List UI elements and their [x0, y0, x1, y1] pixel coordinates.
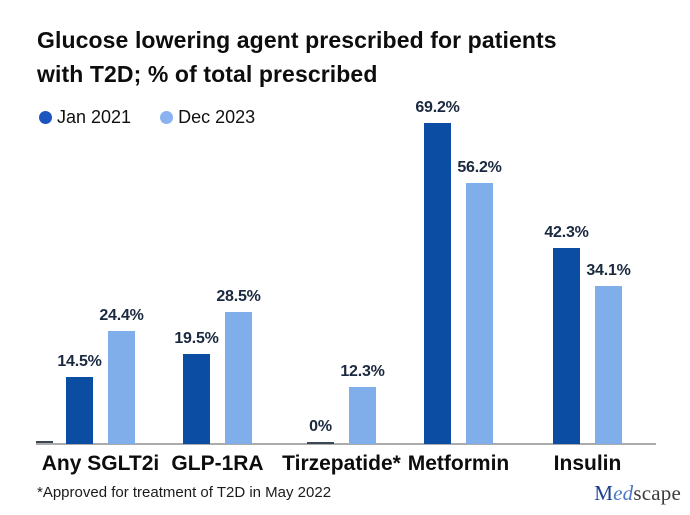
bar-metformin-dec-2023 [466, 183, 493, 444]
category-label-any-sglt2i: Any SGLT2i [41, 452, 160, 475]
value-label-insulin-dec-2023: 34.1% [586, 262, 631, 279]
bar-glp-1ra-dec-2023 [225, 312, 252, 444]
category-label-insulin: Insulin [553, 452, 622, 475]
category-label-tirzepatide: Tirzepatide* [282, 452, 401, 475]
value-label-metformin-jan-2021: 69.2% [415, 99, 460, 116]
bar-tirzepatide-jan-2021 [307, 442, 334, 444]
x-axis-stub [36, 441, 53, 444]
value-label-tirzepatide-dec-2023: 12.3% [340, 363, 385, 380]
value-label-any-sglt2i-dec-2023: 24.4% [99, 307, 144, 324]
legend-label-jan-2021: Jan 2021 [57, 107, 132, 127]
footnote: *Approved for treatment of T2D in May 20… [37, 484, 332, 501]
bar-any-sglt2i-jan-2021 [66, 377, 93, 444]
legend-swatch-jan-2021-icon [39, 111, 52, 124]
bar-metformin-jan-2021 [424, 123, 451, 444]
value-label-insulin-jan-2021: 42.3% [544, 224, 589, 241]
legend-label-dec-2023: Dec 2023 [178, 107, 256, 127]
value-label-glp-1ra-dec-2023: 28.5% [216, 288, 261, 305]
medscape-logo-ed: ed [613, 481, 634, 505]
legend-swatch-dec-2023-icon [160, 111, 174, 124]
value-label-metformin-dec-2023: 56.2% [457, 159, 502, 176]
bar-insulin-jan-2021 [553, 248, 580, 444]
chart-legend: Jan 2021 Dec 2023 [39, 107, 255, 128]
chart-title-line1: Glucose lowering agent prescribed for pa… [37, 27, 557, 53]
medscape-logo-scape: scape [633, 481, 681, 505]
legend-item-dec-2023: Dec 2023 [160, 107, 255, 128]
value-label-glp-1ra-jan-2021: 19.5% [174, 330, 219, 347]
legend-item-jan-2021: Jan 2021 [39, 107, 131, 128]
category-label-glp-1ra: GLP-1RA [171, 452, 264, 475]
medscape-logo-m: M [594, 481, 614, 505]
category-label-metformin: Metformin [407, 452, 510, 475]
chart-title-line2: with T2D; % of total prescribed [37, 61, 378, 87]
medscape-logo: Medscape [594, 481, 681, 506]
x-axis-line [36, 443, 656, 445]
bar-any-sglt2i-dec-2023 [108, 331, 135, 444]
chart-title: Glucose lowering agent prescribed for pa… [37, 23, 557, 91]
value-label-tirzepatide-jan-2021: 0% [309, 418, 332, 435]
bar-insulin-dec-2023 [595, 286, 622, 444]
bar-glp-1ra-jan-2021 [183, 354, 210, 444]
value-label-any-sglt2i-jan-2021: 14.5% [57, 353, 102, 370]
bar-tirzepatide-dec-2023 [349, 387, 376, 444]
